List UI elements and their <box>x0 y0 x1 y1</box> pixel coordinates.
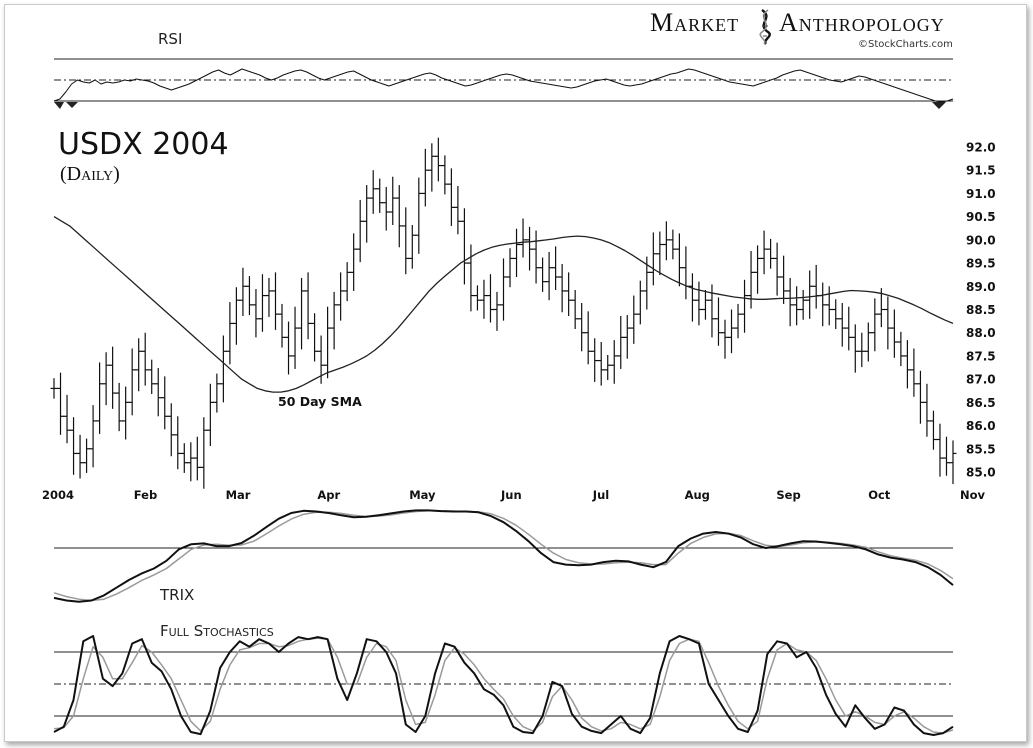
x-tick-label: May <box>409 488 436 502</box>
y-tick-label: 88.0 <box>966 326 996 340</box>
x-tick-label: Jun <box>500 488 522 502</box>
y-tick-label: 85.5 <box>966 442 996 456</box>
trix-signal-line <box>53 510 954 602</box>
sma-line-path <box>53 216 954 393</box>
stochastics-series <box>53 635 954 736</box>
sma-line <box>53 216 954 393</box>
brand-word-2: Anthropology <box>779 8 945 37</box>
y-tick-label: 88.5 <box>966 303 996 317</box>
x-tick-label: Feb <box>134 488 157 502</box>
y-tick-label: 90.5 <box>966 210 996 224</box>
stochastics-k-line <box>53 635 954 736</box>
price-title: USDX 2004 <box>58 127 229 162</box>
rsi-series <box>53 68 954 109</box>
x-tick-label: Aug <box>685 488 710 502</box>
brand-credit: ©StockCharts.com <box>858 39 953 50</box>
x-tick-label: Oct <box>868 488 891 502</box>
rsi-oversold-marker <box>66 102 78 108</box>
price-bars <box>50 137 957 489</box>
stochastics-title: Full Stochastics <box>160 622 274 640</box>
x-tick-label: Apr <box>317 488 340 502</box>
brand-word-1: Market <box>650 8 739 37</box>
y-tick-label: 92.0 <box>966 141 996 155</box>
x-tick-label: 2004 <box>42 488 74 502</box>
x-tick-label: Nov <box>960 488 986 502</box>
trix-panel: TRIX <box>53 509 954 604</box>
rsi-panel: RSI <box>53 30 954 109</box>
price-axis-y: 92.0 91.5 91.0 90.5 90.0 89.5 89.0 88.5 88.0 87.5… <box>966 141 996 480</box>
trix-title: TRIX <box>159 586 194 604</box>
y-tick-label: 91.5 <box>966 164 996 178</box>
price-subtitle: (Daily) <box>60 163 120 185</box>
y-tick-label: 86.0 <box>966 419 996 433</box>
trix-series <box>53 509 954 603</box>
y-tick-label: 87.0 <box>966 373 996 387</box>
y-tick-label: 86.5 <box>966 396 996 410</box>
x-tick-label: Sep <box>776 488 800 502</box>
trix-line <box>53 509 954 603</box>
rsi-oversold-marker <box>54 102 64 109</box>
y-tick-label: 91.0 <box>966 187 996 201</box>
chart-frame <box>4 4 1027 742</box>
stochastics-panel: Full Stochastics <box>53 622 954 736</box>
rsi-title: RSI <box>158 30 182 48</box>
brand-header: Market Anthropology ©StockCharts.com <box>650 8 953 50</box>
x-tick-label: Mar <box>226 488 251 502</box>
x-tick-label: Jul <box>592 488 609 502</box>
price-axis-x: 2004 Feb Mar Apr May Jun Jul Aug Sep Oct Nov <box>42 488 986 502</box>
rsi-oversold-marker <box>932 102 946 109</box>
y-tick-label: 90.0 <box>966 233 996 247</box>
y-tick-label: 89.0 <box>966 280 996 294</box>
y-tick-label: 89.5 <box>966 257 996 271</box>
rsi-reference-lines <box>54 58 953 102</box>
rsi-line <box>53 68 954 103</box>
sma-annotation: 50 Day SMA <box>278 394 362 409</box>
y-tick-label: 87.5 <box>966 349 996 363</box>
y-tick-label: 85.0 <box>966 466 996 480</box>
dna-helix-icon <box>759 9 771 45</box>
price-panel: USDX 2004 (Daily) 50 Day SMA 92.0 91.5 91.… <box>42 127 996 502</box>
